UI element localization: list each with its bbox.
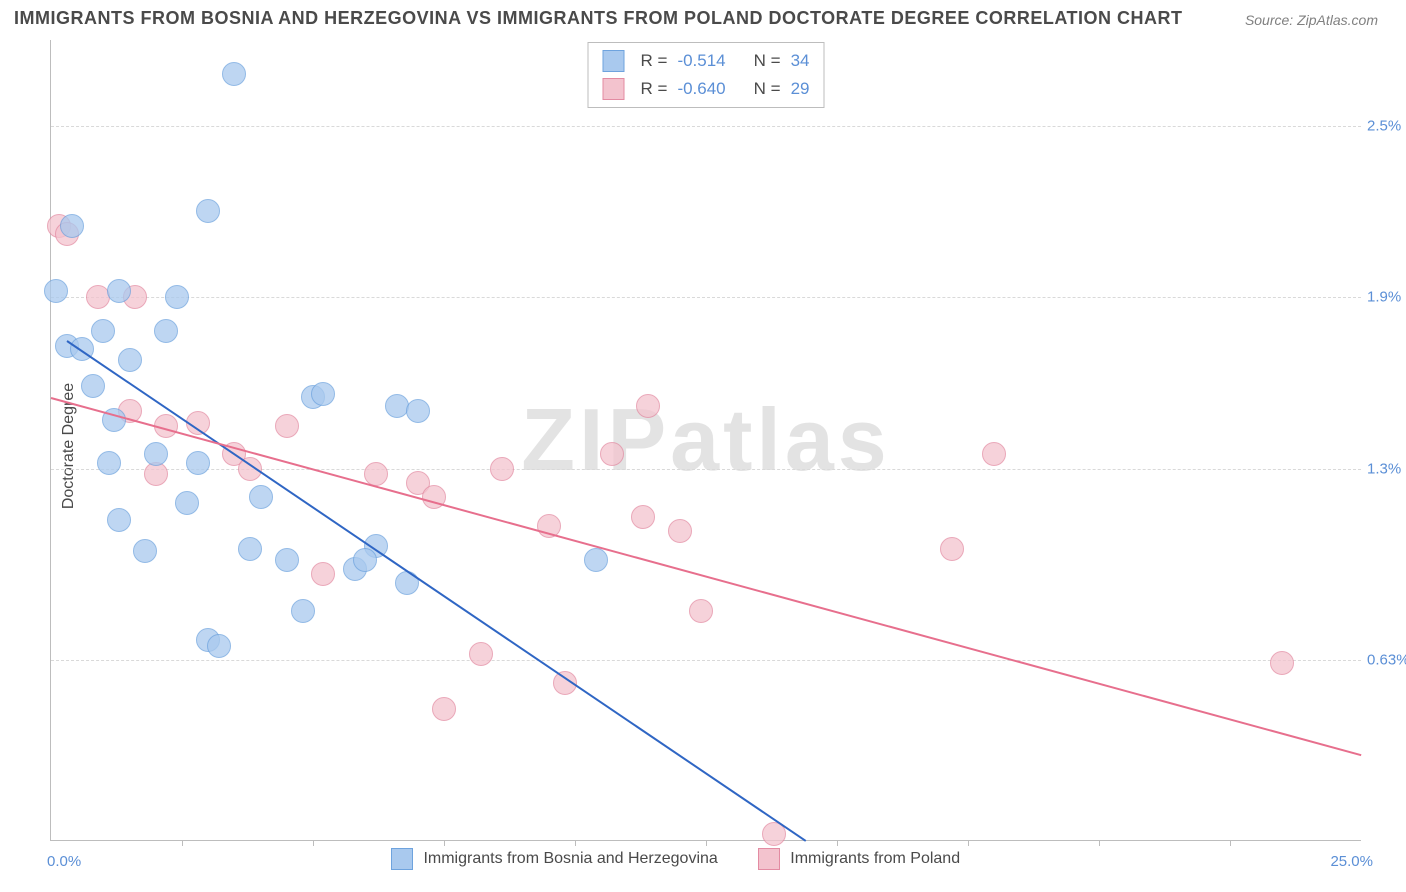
data-point-a — [154, 319, 178, 343]
swatch-series-b — [758, 848, 780, 870]
data-point-a — [196, 199, 220, 223]
legend-row: R = -0.640 N = 29 — [603, 75, 810, 103]
data-point-a — [291, 599, 315, 623]
data-point-a — [133, 539, 157, 563]
gridline — [51, 126, 1361, 127]
legend-row: R = -0.514 N = 34 — [603, 47, 810, 75]
data-point-a — [249, 485, 273, 509]
data-point-b — [275, 414, 299, 438]
n-value: 34 — [791, 47, 810, 75]
data-point-a — [207, 634, 231, 658]
data-point-a — [353, 548, 377, 572]
swatch-series-b — [603, 78, 625, 100]
data-point-a — [311, 382, 335, 406]
data-point-a — [144, 442, 168, 466]
correlation-legend: R = -0.514 N = 34 R = -0.640 N = 29 — [588, 42, 825, 108]
x-tick — [182, 840, 183, 846]
data-point-b — [631, 505, 655, 529]
r-value: -0.514 — [677, 47, 725, 75]
trendline-b — [51, 397, 1362, 756]
data-point-a — [165, 285, 189, 309]
data-point-a — [395, 571, 419, 595]
data-point-a — [81, 374, 105, 398]
data-point-a — [60, 214, 84, 238]
data-point-a — [107, 279, 131, 303]
data-point-a — [222, 62, 246, 86]
gridline — [51, 297, 1361, 298]
r-label: R = — [641, 75, 668, 103]
n-label: N = — [754, 47, 781, 75]
x-tick — [575, 840, 576, 846]
x-tick — [706, 840, 707, 846]
data-point-a — [44, 279, 68, 303]
chart-title: IMMIGRANTS FROM BOSNIA AND HERZEGOVINA V… — [14, 8, 1183, 29]
data-point-b — [311, 562, 335, 586]
legend-item-a: Immigrants from Bosnia and Herzegovina — [391, 848, 718, 870]
plot-area: ZIPatlas R = -0.514 N = 34 R = -0.640 N … — [50, 40, 1361, 841]
series-legend: Immigrants from Bosnia and Herzegovina I… — [391, 848, 960, 870]
data-point-b — [940, 537, 964, 561]
data-point-b — [600, 442, 624, 466]
y-tick-label: 1.3% — [1367, 460, 1406, 477]
data-point-a — [97, 451, 121, 475]
legend-label: Immigrants from Poland — [790, 850, 960, 867]
n-value: 29 — [791, 75, 810, 103]
n-label: N = — [754, 75, 781, 103]
data-point-a — [91, 319, 115, 343]
x-axis-start-label: 0.0% — [47, 853, 81, 870]
data-point-b — [490, 457, 514, 481]
y-tick-label: 0.63% — [1367, 652, 1406, 669]
legend-item-b: Immigrants from Poland — [758, 848, 960, 870]
r-value: -0.640 — [677, 75, 725, 103]
data-point-b — [1270, 651, 1294, 675]
data-point-b — [689, 599, 713, 623]
data-point-a — [107, 508, 131, 532]
x-tick — [444, 840, 445, 846]
x-tick — [1230, 840, 1231, 846]
trendline-a — [66, 340, 806, 842]
data-point-a — [584, 548, 608, 572]
source-label: Source: ZipAtlas.com — [1245, 12, 1378, 28]
x-tick — [837, 840, 838, 846]
y-tick-label: 2.5% — [1367, 117, 1406, 134]
r-label: R = — [641, 47, 668, 75]
data-point-a — [175, 491, 199, 515]
swatch-series-a — [391, 848, 413, 870]
data-point-a — [186, 451, 210, 475]
data-point-a — [238, 537, 262, 561]
y-tick-label: 1.9% — [1367, 289, 1406, 306]
x-tick — [968, 840, 969, 846]
data-point-b — [636, 394, 660, 418]
x-tick — [313, 840, 314, 846]
x-tick — [1099, 840, 1100, 846]
swatch-series-a — [603, 50, 625, 72]
gridline — [51, 660, 1361, 661]
watermark: ZIPatlas — [521, 389, 890, 491]
data-point-a — [406, 399, 430, 423]
x-axis-end-label: 25.0% — [1330, 853, 1373, 870]
data-point-b — [668, 519, 692, 543]
data-point-a — [275, 548, 299, 572]
data-point-b — [469, 642, 493, 666]
data-point-b — [432, 697, 456, 721]
data-point-a — [118, 348, 142, 372]
data-point-b — [982, 442, 1006, 466]
legend-label: Immigrants from Bosnia and Herzegovina — [423, 850, 717, 867]
